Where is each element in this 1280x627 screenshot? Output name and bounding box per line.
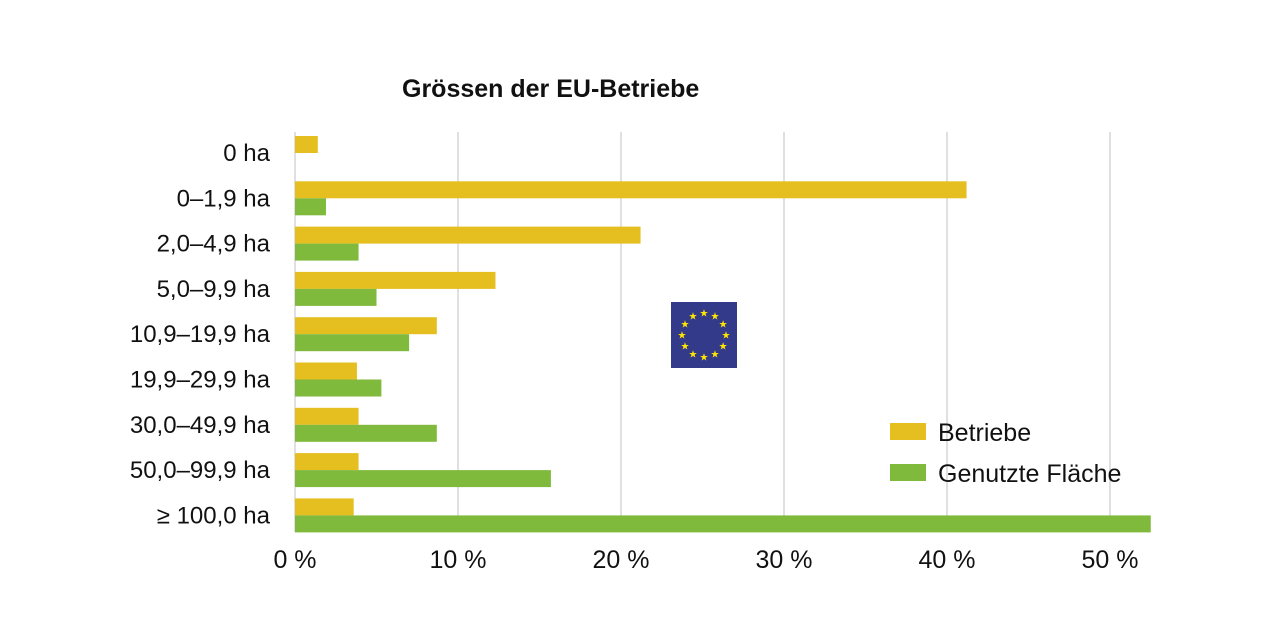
- category-label: 2,0–4,9 ha: [157, 231, 271, 258]
- legend-swatch: [890, 464, 926, 481]
- x-tick-label: 0 %: [273, 546, 316, 574]
- category-label: ≥ 100,0 ha: [157, 502, 271, 529]
- x-tick-label: 10 %: [430, 546, 487, 574]
- bar-betriebe: [295, 136, 318, 153]
- bar-flaeche: [295, 198, 326, 216]
- category-label: 5,0–9,9 ha: [157, 276, 271, 303]
- bar-flaeche: [295, 470, 551, 488]
- x-tick-label: 20 %: [593, 546, 650, 574]
- bar-betriebe: [295, 362, 357, 380]
- bar-flaeche: [295, 334, 410, 352]
- legend-label: Betriebe: [938, 419, 1031, 447]
- x-tick-label: 30 %: [756, 546, 813, 574]
- x-tick-label: 50 %: [1082, 546, 1139, 574]
- category-label: 50,0–99,9 ha: [130, 457, 271, 484]
- bar-flaeche: [295, 379, 382, 397]
- eu-star-icon: ★: [689, 311, 698, 322]
- bar-flaeche: [295, 424, 437, 442]
- bar-betriebe: [295, 226, 641, 244]
- legend-swatch: [890, 423, 926, 440]
- legend-label: Genutzte Fläche: [938, 460, 1121, 488]
- category-label: 0 ha: [223, 140, 270, 167]
- category-label: 0–1,9 ha: [177, 185, 271, 212]
- eu-star-icon: ★: [700, 353, 709, 364]
- eu-star-icon: ★: [711, 350, 720, 361]
- category-label: 30,0–49,9 ha: [130, 412, 271, 439]
- bar-betriebe: [295, 317, 437, 335]
- bar-flaeche: [295, 515, 1151, 533]
- eu-star-icon: ★: [680, 320, 689, 331]
- eu-star-icon: ★: [711, 311, 720, 322]
- eu-star-icon: ★: [689, 350, 698, 361]
- eu-star-icon: ★: [680, 342, 689, 353]
- eu-star-icon: ★: [722, 331, 731, 342]
- eu-star-icon: ★: [700, 309, 709, 320]
- eu-star-icon: ★: [678, 331, 687, 342]
- bar-flaeche: [295, 288, 377, 306]
- category-label: 10,9–19,9 ha: [130, 321, 271, 348]
- bar-betriebe: [295, 181, 967, 199]
- bar-betriebe: [295, 498, 354, 516]
- eu-star-icon: ★: [719, 342, 728, 353]
- bar-flaeche: [295, 243, 359, 261]
- bar-betriebe: [295, 271, 496, 289]
- x-tick-label: 40 %: [919, 546, 976, 574]
- eu-star-icon: ★: [719, 320, 728, 331]
- category-label: 19,9–29,9 ha: [130, 367, 271, 394]
- bar-betriebe: [295, 407, 359, 425]
- chart-title: Grössen der EU-Betriebe: [402, 75, 699, 103]
- eu-flag-icon: [671, 302, 737, 368]
- bar-betriebe: [295, 453, 359, 471]
